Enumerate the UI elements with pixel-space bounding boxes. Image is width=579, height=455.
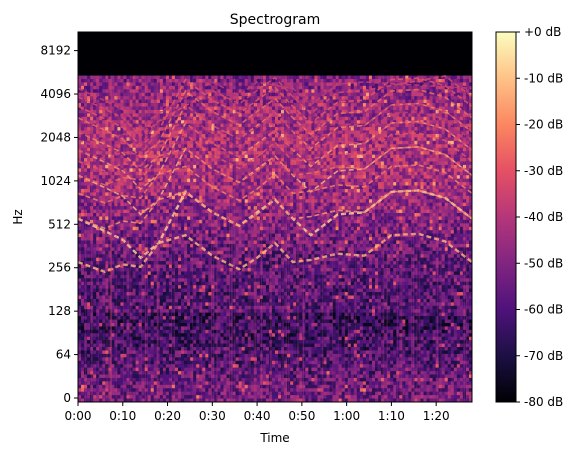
colorbar-tick-label: -10 dB bbox=[524, 71, 563, 85]
x-tick-label: 0:40 bbox=[244, 409, 271, 423]
y-axis-label: Hz bbox=[11, 209, 25, 224]
x-tick-label: 1:20 bbox=[423, 409, 450, 423]
y-tick-label: 2048 bbox=[40, 130, 71, 144]
y-axis-ticks: 0 64 128 256 512 1024 2048 4096 8192 bbox=[40, 44, 78, 405]
colorbar-tick-label: -20 dB bbox=[524, 118, 563, 132]
y-tick-label: 512 bbox=[48, 217, 71, 231]
colorbar-tick-label: +0 dB bbox=[524, 25, 561, 39]
y-tick-label: 0 bbox=[63, 391, 71, 405]
colorbar-tick-label: -30 dB bbox=[524, 164, 563, 178]
y-tick-label: 128 bbox=[48, 304, 71, 318]
x-tick-label: 0:10 bbox=[109, 409, 136, 423]
x-tick-label: 0:30 bbox=[199, 409, 226, 423]
harmonic-line bbox=[78, 189, 472, 230]
chart-title: Spectrogram bbox=[230, 12, 320, 28]
harmonic-line bbox=[78, 75, 472, 137]
harmonic-line bbox=[78, 164, 472, 204]
y-tick-label: 1024 bbox=[40, 174, 71, 188]
x-tick-label: 0:20 bbox=[154, 409, 181, 423]
harmonic-line bbox=[78, 102, 472, 143]
x-tick-label: 0:50 bbox=[288, 409, 315, 423]
spectrogram-cells bbox=[78, 75, 472, 402]
colorbar-ticks: +0 dB -10 dB -20 dB -30 dB -40 dB -50 dB -60 d… bbox=[516, 25, 563, 409]
x-tick-label: 0:00 bbox=[65, 409, 92, 423]
harmonic-line bbox=[78, 111, 472, 151]
colorbar-tick-label: -40 dB bbox=[524, 210, 563, 224]
x-axis-ticks: 0:00 0:10 0:20 0:30 0:40 0:50 1:00 1:10 1:20 bbox=[65, 402, 450, 423]
harmonic-line bbox=[78, 81, 472, 129]
colorbar-tick-label: -80 dB bbox=[524, 395, 563, 409]
plot-frame bbox=[77, 31, 473, 403]
colorbar bbox=[496, 32, 516, 402]
y-tick-label: 8192 bbox=[40, 44, 71, 58]
x-axis-label: Time bbox=[259, 431, 289, 445]
colorbar-tick-label: -60 dB bbox=[524, 303, 563, 317]
harmonic-line bbox=[78, 232, 472, 274]
onset-streaks bbox=[85, 75, 467, 402]
colorbar-tick-label: -50 dB bbox=[524, 256, 563, 270]
harmonic-line bbox=[78, 120, 472, 161]
harmonic-line bbox=[78, 146, 472, 186]
harmonic-line bbox=[78, 132, 472, 172]
spectrogram-image bbox=[78, 75, 472, 402]
harmonic-tracks bbox=[78, 75, 472, 274]
colorbar-tick-label: -70 dB bbox=[524, 349, 563, 363]
x-tick-label: 1:10 bbox=[378, 409, 405, 423]
x-tick-label: 1:00 bbox=[333, 409, 360, 423]
y-tick-label: 256 bbox=[48, 261, 71, 275]
y-tick-label: 4096 bbox=[40, 87, 71, 101]
y-tick-label: 64 bbox=[56, 348, 71, 362]
